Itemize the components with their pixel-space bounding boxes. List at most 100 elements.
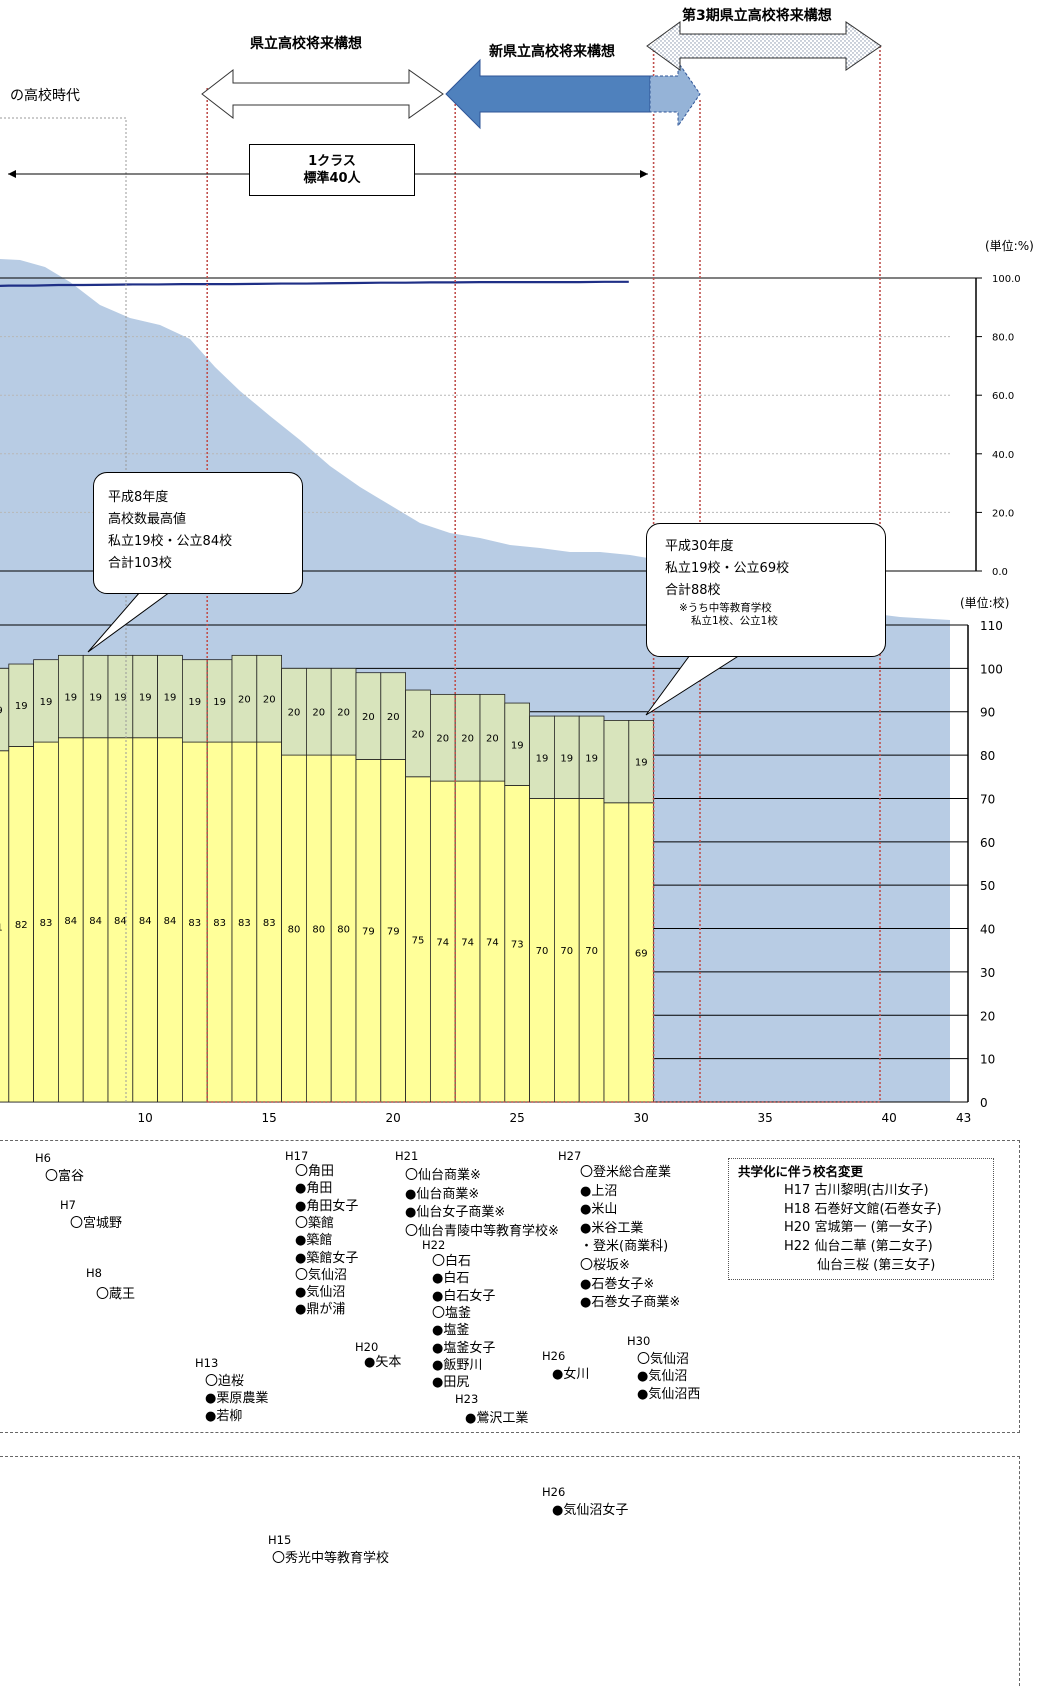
h27-era: H27 <box>558 1149 582 1163</box>
h23-era: H23 <box>455 1392 479 1406</box>
plan3-label: 第3期県立高校将来構想 <box>682 8 832 24</box>
bar-public <box>305 754 332 1103</box>
h21-era: H21 <box>395 1149 419 1163</box>
bar-private <box>8 663 34 747</box>
count-tick-label: 30 <box>980 966 995 980</box>
table2-h15-item: 〇秀光中等教育学校 <box>272 1551 390 1566</box>
bar-public <box>479 780 506 1103</box>
bar-private <box>330 667 357 756</box>
h17-item: ●気仙沼 <box>295 1285 346 1301</box>
bar-label-private: 19 <box>89 693 102 704</box>
table1-frame <box>0 1140 1020 1433</box>
x-tick-label: 40 <box>882 1111 897 1125</box>
bar-private <box>206 659 233 743</box>
callout-h8: 平成8年度 高校数最高値 私立19校・公立84校 合計103校 <box>93 472 303 594</box>
h22-item: 〇白石 <box>432 1254 472 1269</box>
bar-label-public: 74 <box>436 938 449 949</box>
bar-private <box>256 654 282 743</box>
bar-public <box>405 776 431 1103</box>
h20-era: H20 <box>355 1340 379 1354</box>
era-label: の高校時代 <box>10 88 80 104</box>
h27-item: ●上沼 <box>580 1183 618 1199</box>
plan2-label: 新県立高校将来構想 <box>489 44 615 60</box>
bar-label-private: 20 <box>337 708 350 719</box>
bar-label-public: 79 <box>362 927 375 938</box>
h27-item: 〇登米総合産業 <box>580 1165 672 1180</box>
bar-label-public: 75 <box>412 935 425 946</box>
bar-private <box>33 659 59 743</box>
h21-item: 〇仙台青陵中等教育学校※ <box>405 1223 559 1239</box>
h22-item: ●塩釜女子 <box>432 1340 496 1356</box>
h26-era: H26 <box>542 1349 566 1363</box>
bar-label-private: 20 <box>387 712 400 723</box>
x-tick-label: 43 <box>956 1111 971 1125</box>
bar-label-public: 84 <box>64 916 77 927</box>
h22-item: ●塩釜 <box>432 1323 470 1339</box>
bar-public <box>82 737 109 1103</box>
count-tick-label: 0 <box>980 1096 988 1110</box>
bar-label-public: 84 <box>89 916 102 927</box>
bar-private <box>181 659 208 743</box>
count-tick-label: 40 <box>980 923 995 937</box>
callout-h30-line: 平成30年度 <box>665 539 734 554</box>
h23-item: ●鶯沢工業 <box>465 1411 529 1426</box>
callout-h8-line: 私立19校・公立84校 <box>108 534 233 549</box>
plan1-label: 県立高校将来構想 <box>250 36 362 52</box>
callout-h30-line: 合計88校 <box>665 583 721 598</box>
h17-item: ●鼎が浦 <box>295 1302 346 1318</box>
bar-label-private: 19 <box>0 706 3 717</box>
bar-label-private: 20 <box>436 734 449 745</box>
bar-label-private: 19 <box>40 697 53 708</box>
h22-item: ●白石女子 <box>432 1288 496 1304</box>
callout-h30-note: ※うち中等教育学校 <box>679 602 772 614</box>
rename-box <box>728 1158 994 1280</box>
bar-label-private: 19 <box>188 697 201 708</box>
bar-label-public: 70 <box>536 946 549 957</box>
plan2-arrow-extension <box>649 60 701 128</box>
bars-layer: 81 19 82 19 83 19 84 19 84 19 84 19 84 19 84 19 83 19 83 19… <box>0 654 654 1103</box>
rename-row: 仙台三桜 (第三女子) <box>817 1257 936 1273</box>
bar-label-public: 83 <box>263 918 276 929</box>
bar-label-public: 81 <box>0 922 3 933</box>
bar-label-public: 70 <box>560 946 573 957</box>
bar-label-public: 74 <box>486 938 499 949</box>
bar-label-public: 73 <box>511 940 524 951</box>
h26-item: ●女川 <box>552 1367 590 1382</box>
callout-h30: 平成30年度 私立19校・公立69校 合計88校 ※うち中等教育学校 私立1校、公立1校 <box>646 523 886 657</box>
rename-title: 共学化に伴う校名変更 <box>738 1164 864 1179</box>
bar-private <box>305 667 332 756</box>
count-tick-label: 20 <box>980 1009 995 1023</box>
class-box: 1クラス 標準40人 <box>249 144 415 196</box>
h13-era: H13 <box>195 1356 219 1370</box>
bar-private <box>405 689 431 778</box>
bar-public <box>8 746 34 1103</box>
h22-item: 〇塩釜 <box>432 1305 472 1321</box>
rename-row: H17 古川黎明(古川女子) <box>784 1183 929 1198</box>
bar-label-public: 84 <box>164 916 177 927</box>
count-tick-label: 80 <box>980 749 995 763</box>
bar-label-private: 19 <box>511 740 524 751</box>
percent-tick-label: 0.0 <box>992 567 1008 578</box>
bar-private <box>578 715 605 799</box>
h17-item: 〇角田 <box>295 1164 335 1179</box>
bar-public <box>529 798 555 1103</box>
h27-item: ●石巻女子※ <box>580 1276 655 1292</box>
rename-row: H22 仙台二華 (第二女子) <box>784 1239 933 1255</box>
h17-item: ●築館女子 <box>295 1250 359 1266</box>
h21-item: ●仙台女子商業※ <box>405 1205 506 1220</box>
percent-tick-label: 80.0 <box>992 333 1014 344</box>
h30-item: 〇気仙沼 <box>637 1352 690 1367</box>
h21-item: ●仙台商業※ <box>405 1186 480 1202</box>
bar-label-public: 83 <box>213 918 226 929</box>
h21-item: 〇仙台商業※ <box>405 1168 481 1183</box>
h22-era: H22 <box>422 1238 446 1252</box>
bar-label-public: 83 <box>40 918 53 929</box>
h13-item: 〇迫桜 <box>205 1374 245 1389</box>
bar-private <box>628 720 654 804</box>
bar-private <box>554 715 580 799</box>
bar-private <box>355 672 382 760</box>
bar-label-private: 20 <box>238 695 251 706</box>
bar-label-private: 19 <box>536 753 549 764</box>
line-layer <box>0 280 629 288</box>
h17-era: H17 <box>285 1149 309 1163</box>
